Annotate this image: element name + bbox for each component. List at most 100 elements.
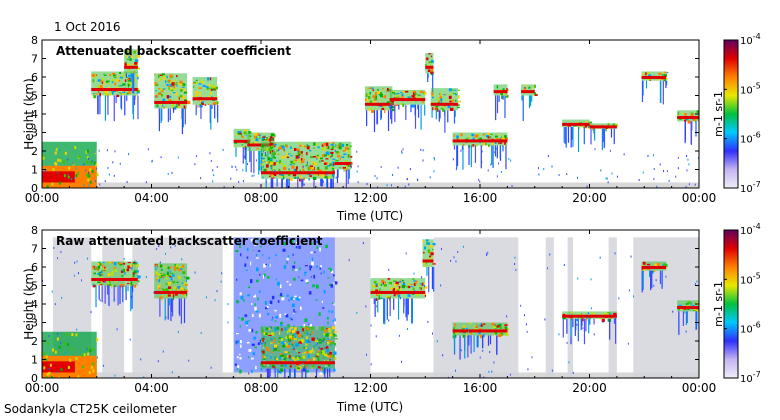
precip-streak: [301, 368, 303, 378]
cloud-speck: [281, 156, 285, 159]
cloud-speck: [425, 261, 427, 265]
precip-streak: [320, 178, 322, 187]
weak-speck: [162, 350, 164, 353]
cloud-speck: [307, 168, 310, 171]
feature-cloud: [493, 84, 509, 121]
cloud-speck: [183, 88, 186, 92]
noise-speck: [306, 369, 309, 373]
cloud-speck: [401, 285, 406, 289]
cloud-speck: [178, 268, 182, 272]
cloud-speck: [456, 135, 460, 139]
cloud-speck: [167, 266, 170, 270]
cloud-speck: [183, 288, 186, 291]
noise-speck: [303, 324, 306, 328]
cloud-speck: [264, 133, 266, 135]
cloud-speck: [399, 288, 402, 291]
cloud-speck: [349, 145, 352, 148]
precip-streak: [98, 285, 100, 300]
weak-speck: [74, 261, 76, 264]
cloud-base: [589, 125, 617, 129]
cloud-speck: [407, 283, 410, 286]
cloud-speck: [169, 289, 172, 292]
precip-streak: [125, 285, 127, 293]
noise-speck: [310, 251, 313, 254]
cloud-speck: [120, 93, 122, 95]
precip-streak: [405, 298, 407, 318]
boundary-layer-speck: [55, 162, 58, 166]
cloud-speck: [662, 263, 665, 268]
cloud-speck: [350, 155, 353, 158]
precip-streak: [589, 318, 591, 325]
cloud-speck: [283, 358, 287, 362]
cloud-speck: [562, 313, 566, 316]
cloud-speck: [613, 312, 617, 316]
precip-streak: [417, 104, 420, 118]
cloud-speck: [371, 110, 375, 113]
precip-streak: [184, 108, 186, 125]
cloud-speck: [268, 138, 271, 143]
weak-speck: [188, 359, 190, 362]
cloud-speck: [173, 265, 176, 270]
cloud-speck: [158, 287, 161, 290]
cloud-speck: [155, 264, 158, 267]
cloud-speck: [599, 317, 603, 320]
x-tick-label: 00:00: [682, 191, 717, 205]
weak-speck: [642, 171, 644, 174]
boundary-layer-speck: [57, 376, 60, 378]
cloud-speck: [159, 103, 163, 105]
precip-streak: [686, 311, 688, 324]
boundary-layer-speck: [71, 333, 74, 337]
precip-streak: [487, 335, 490, 346]
weak-speck: [376, 177, 378, 180]
precip-streak: [326, 368, 329, 378]
weak-speck: [236, 168, 238, 171]
y-tick-label: 0: [31, 182, 38, 195]
precip-streak: [345, 169, 347, 188]
cloud-speck: [286, 156, 290, 159]
cloud-speck: [381, 107, 385, 111]
noise-speck: [244, 314, 248, 317]
cloud-speck: [264, 155, 268, 157]
precip-streak: [287, 178, 289, 188]
cloud-speck: [159, 77, 163, 81]
weak-speck: [515, 268, 517, 271]
cloud-speck: [328, 354, 332, 359]
noise-speck: [300, 279, 304, 282]
weak-speck: [572, 371, 574, 374]
cloud-speck: [687, 120, 691, 124]
cloud-speck: [272, 152, 276, 155]
cloud-speck: [690, 112, 694, 116]
weak-speck: [349, 163, 351, 166]
precip-streak: [265, 178, 267, 188]
precip-streak: [661, 270, 663, 287]
cloud-speck: [162, 289, 166, 292]
cloud-speck: [174, 91, 178, 95]
noise-speck: [269, 239, 272, 243]
cloud-speck: [259, 136, 261, 139]
cloud-speck: [318, 338, 322, 342]
weak-speck: [486, 254, 488, 257]
cloud-speck: [132, 63, 135, 66]
weak-speck: [158, 245, 160, 248]
y-tick-label: 8: [31, 34, 38, 47]
cloud-speck: [157, 285, 160, 288]
weak-speck: [61, 296, 63, 299]
cloud-speck: [278, 356, 281, 360]
weak-speck: [479, 356, 481, 359]
precip-streak: [181, 108, 184, 135]
weak-speck: [72, 162, 74, 165]
noise-speck: [280, 323, 283, 327]
weak-speck: [83, 183, 85, 186]
precip-streak: [130, 73, 132, 82]
noise-speck: [238, 317, 240, 319]
cloud-speck: [696, 309, 699, 312]
precip-streak: [499, 145, 501, 159]
cloud-speck: [475, 134, 479, 138]
cloud-speck: [380, 283, 383, 286]
weak-speck: [236, 342, 238, 345]
noise-speck: [292, 265, 296, 269]
noise-speck: [251, 328, 254, 333]
cloud-speck: [311, 348, 314, 352]
weak-speck: [227, 321, 229, 324]
noise-speck: [287, 324, 290, 328]
